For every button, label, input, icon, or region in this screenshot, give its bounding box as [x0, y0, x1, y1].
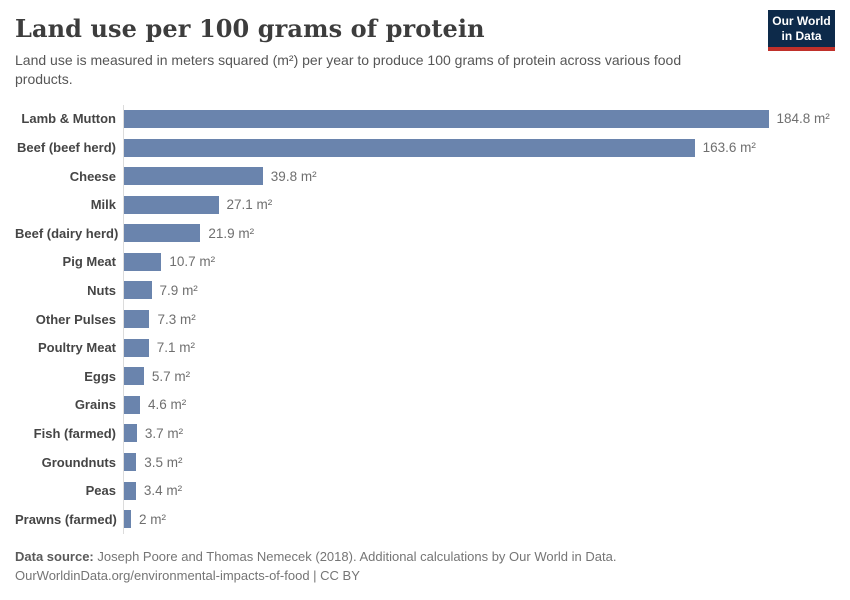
- value-label: 3.7 m²: [144, 425, 184, 441]
- bar-area: 7.3 m²: [123, 304, 835, 334]
- chart-row: Beef (dairy herd) 21.9 m²: [15, 219, 835, 248]
- chart-row: Beef (beef herd) 163.6 m²: [15, 133, 835, 162]
- bar-area: 3.7 m²: [123, 419, 835, 448]
- value-label: 39.8 m²: [270, 168, 317, 184]
- bar: [124, 481, 136, 500]
- category-label: Fish (farmed): [33, 425, 116, 441]
- bar: [124, 109, 769, 128]
- bar-area: 21.9 m²: [123, 219, 835, 248]
- value-label: 7.9 m²: [159, 282, 198, 298]
- category-label: Eggs: [84, 368, 116, 384]
- chart-row: Cheese 39.8 m²: [15, 161, 835, 191]
- category-label: Peas: [85, 483, 116, 499]
- category-label: Other Pulses: [35, 311, 116, 327]
- footer: Data source: Joseph Poore and Thomas Nem…: [15, 547, 835, 586]
- bar: [124, 195, 219, 214]
- bar: [124, 395, 141, 414]
- bar-area: 3.4 m²: [123, 476, 835, 505]
- category-label: Cheese: [69, 168, 116, 184]
- category-label: Nuts: [87, 282, 116, 298]
- owid-logo: Our World in Data: [768, 10, 835, 51]
- bar: [124, 510, 131, 529]
- value-label: 4.6 m²: [148, 397, 187, 413]
- category-label: Groundnuts: [41, 454, 116, 470]
- bar-area: 7.1 m²: [123, 333, 835, 362]
- bar-area: 7.9 m²: [123, 276, 835, 305]
- chart-row: Grains 4.6 m²: [15, 390, 835, 420]
- bar: [124, 138, 695, 157]
- value-label: 5.7 m²: [151, 368, 191, 384]
- chart-subtitle: Land use is measured in meters squared (…: [15, 52, 682, 88]
- data-source-label: Data source:: [15, 548, 94, 564]
- category-label: Prawns (farmed): [15, 511, 117, 527]
- bar: [124, 252, 162, 271]
- chart-row: Groundnuts 3.5 m²: [15, 447, 835, 477]
- bar: [124, 367, 144, 386]
- chart-row: Pig Meat 10.7 m²: [15, 247, 835, 277]
- bar: [124, 453, 137, 472]
- category-label: Grains: [74, 397, 116, 413]
- bar-area: 184.8 m²: [123, 104, 835, 134]
- footer-url: OurWorldinData.org/environmental-impacts…: [15, 568, 360, 584]
- value-label: 163.6 m²: [702, 140, 756, 156]
- value-label: 21.9 m²: [208, 225, 255, 241]
- bar-area: 27.1 m²: [123, 190, 835, 219]
- category-label: Beef (dairy herd): [15, 225, 119, 241]
- chart-row: Poultry Meat 7.1 m²: [15, 333, 835, 362]
- category-label: Lamb & Mutton: [21, 111, 116, 127]
- category-label: Beef (beef herd): [17, 140, 116, 156]
- bar: [124, 310, 150, 329]
- value-label: 2 m²: [138, 511, 166, 527]
- category-label: Poultry Meat: [37, 340, 116, 356]
- value-label: 27.1 m²: [226, 197, 273, 213]
- category-label: Pig Meat: [62, 254, 116, 270]
- data-source-line: Data source: Joseph Poore and Thomas Nem…: [15, 547, 835, 567]
- header-text: Land use per 100 grams of protein Land u…: [15, 14, 725, 90]
- logo-line-1: Our World: [772, 13, 831, 28]
- bar-area: 39.8 m²: [123, 161, 835, 191]
- value-label: 7.1 m²: [156, 340, 196, 356]
- logo-line-2: in Data: [781, 28, 822, 43]
- value-label: 3.5 m²: [144, 454, 183, 470]
- bar-area: 3.5 m²: [123, 447, 835, 477]
- chart-row: Prawns (farmed) 2 m²: [15, 504, 835, 534]
- header: Land use per 100 grams of protein Land u…: [15, 10, 835, 90]
- category-label: Milk: [90, 197, 116, 213]
- bar-area: 5.7 m²: [123, 361, 835, 391]
- value-label: 184.8 m²: [776, 111, 830, 127]
- chart-row: Fish (farmed) 3.7 m²: [15, 419, 835, 448]
- bar: [124, 224, 201, 243]
- value-label: 3.4 m²: [143, 483, 183, 499]
- bar-area: 4.6 m²: [123, 390, 835, 420]
- data-source-text: Joseph Poore and Thomas Nemecek (2018). …: [97, 548, 617, 564]
- value-label: 10.7 m²: [169, 254, 216, 270]
- bar-area: 10.7 m²: [123, 247, 835, 277]
- chart-row: Eggs 5.7 m²: [15, 361, 835, 391]
- bar: [124, 167, 263, 186]
- bar: [124, 424, 137, 443]
- chart-title: Land use per 100 grams of protein: [15, 14, 485, 43]
- chart-row: Milk 27.1 m²: [15, 190, 835, 219]
- chart-row: Peas 3.4 m²: [15, 476, 835, 505]
- chart-row: Nuts 7.9 m²: [15, 276, 835, 305]
- bar-area: 2 m²: [123, 504, 835, 534]
- bar-area: 163.6 m²: [123, 133, 835, 162]
- chart-row: Other Pulses 7.3 m²: [15, 304, 835, 334]
- bar-chart: Lamb & Mutton 184.8 m² Beef (beef herd) 163…: [15, 104, 835, 534]
- bar: [124, 281, 152, 300]
- bar: [124, 338, 149, 357]
- value-label: 7.3 m²: [157, 311, 196, 327]
- chart-row: Lamb & Mutton 184.8 m²: [15, 104, 835, 134]
